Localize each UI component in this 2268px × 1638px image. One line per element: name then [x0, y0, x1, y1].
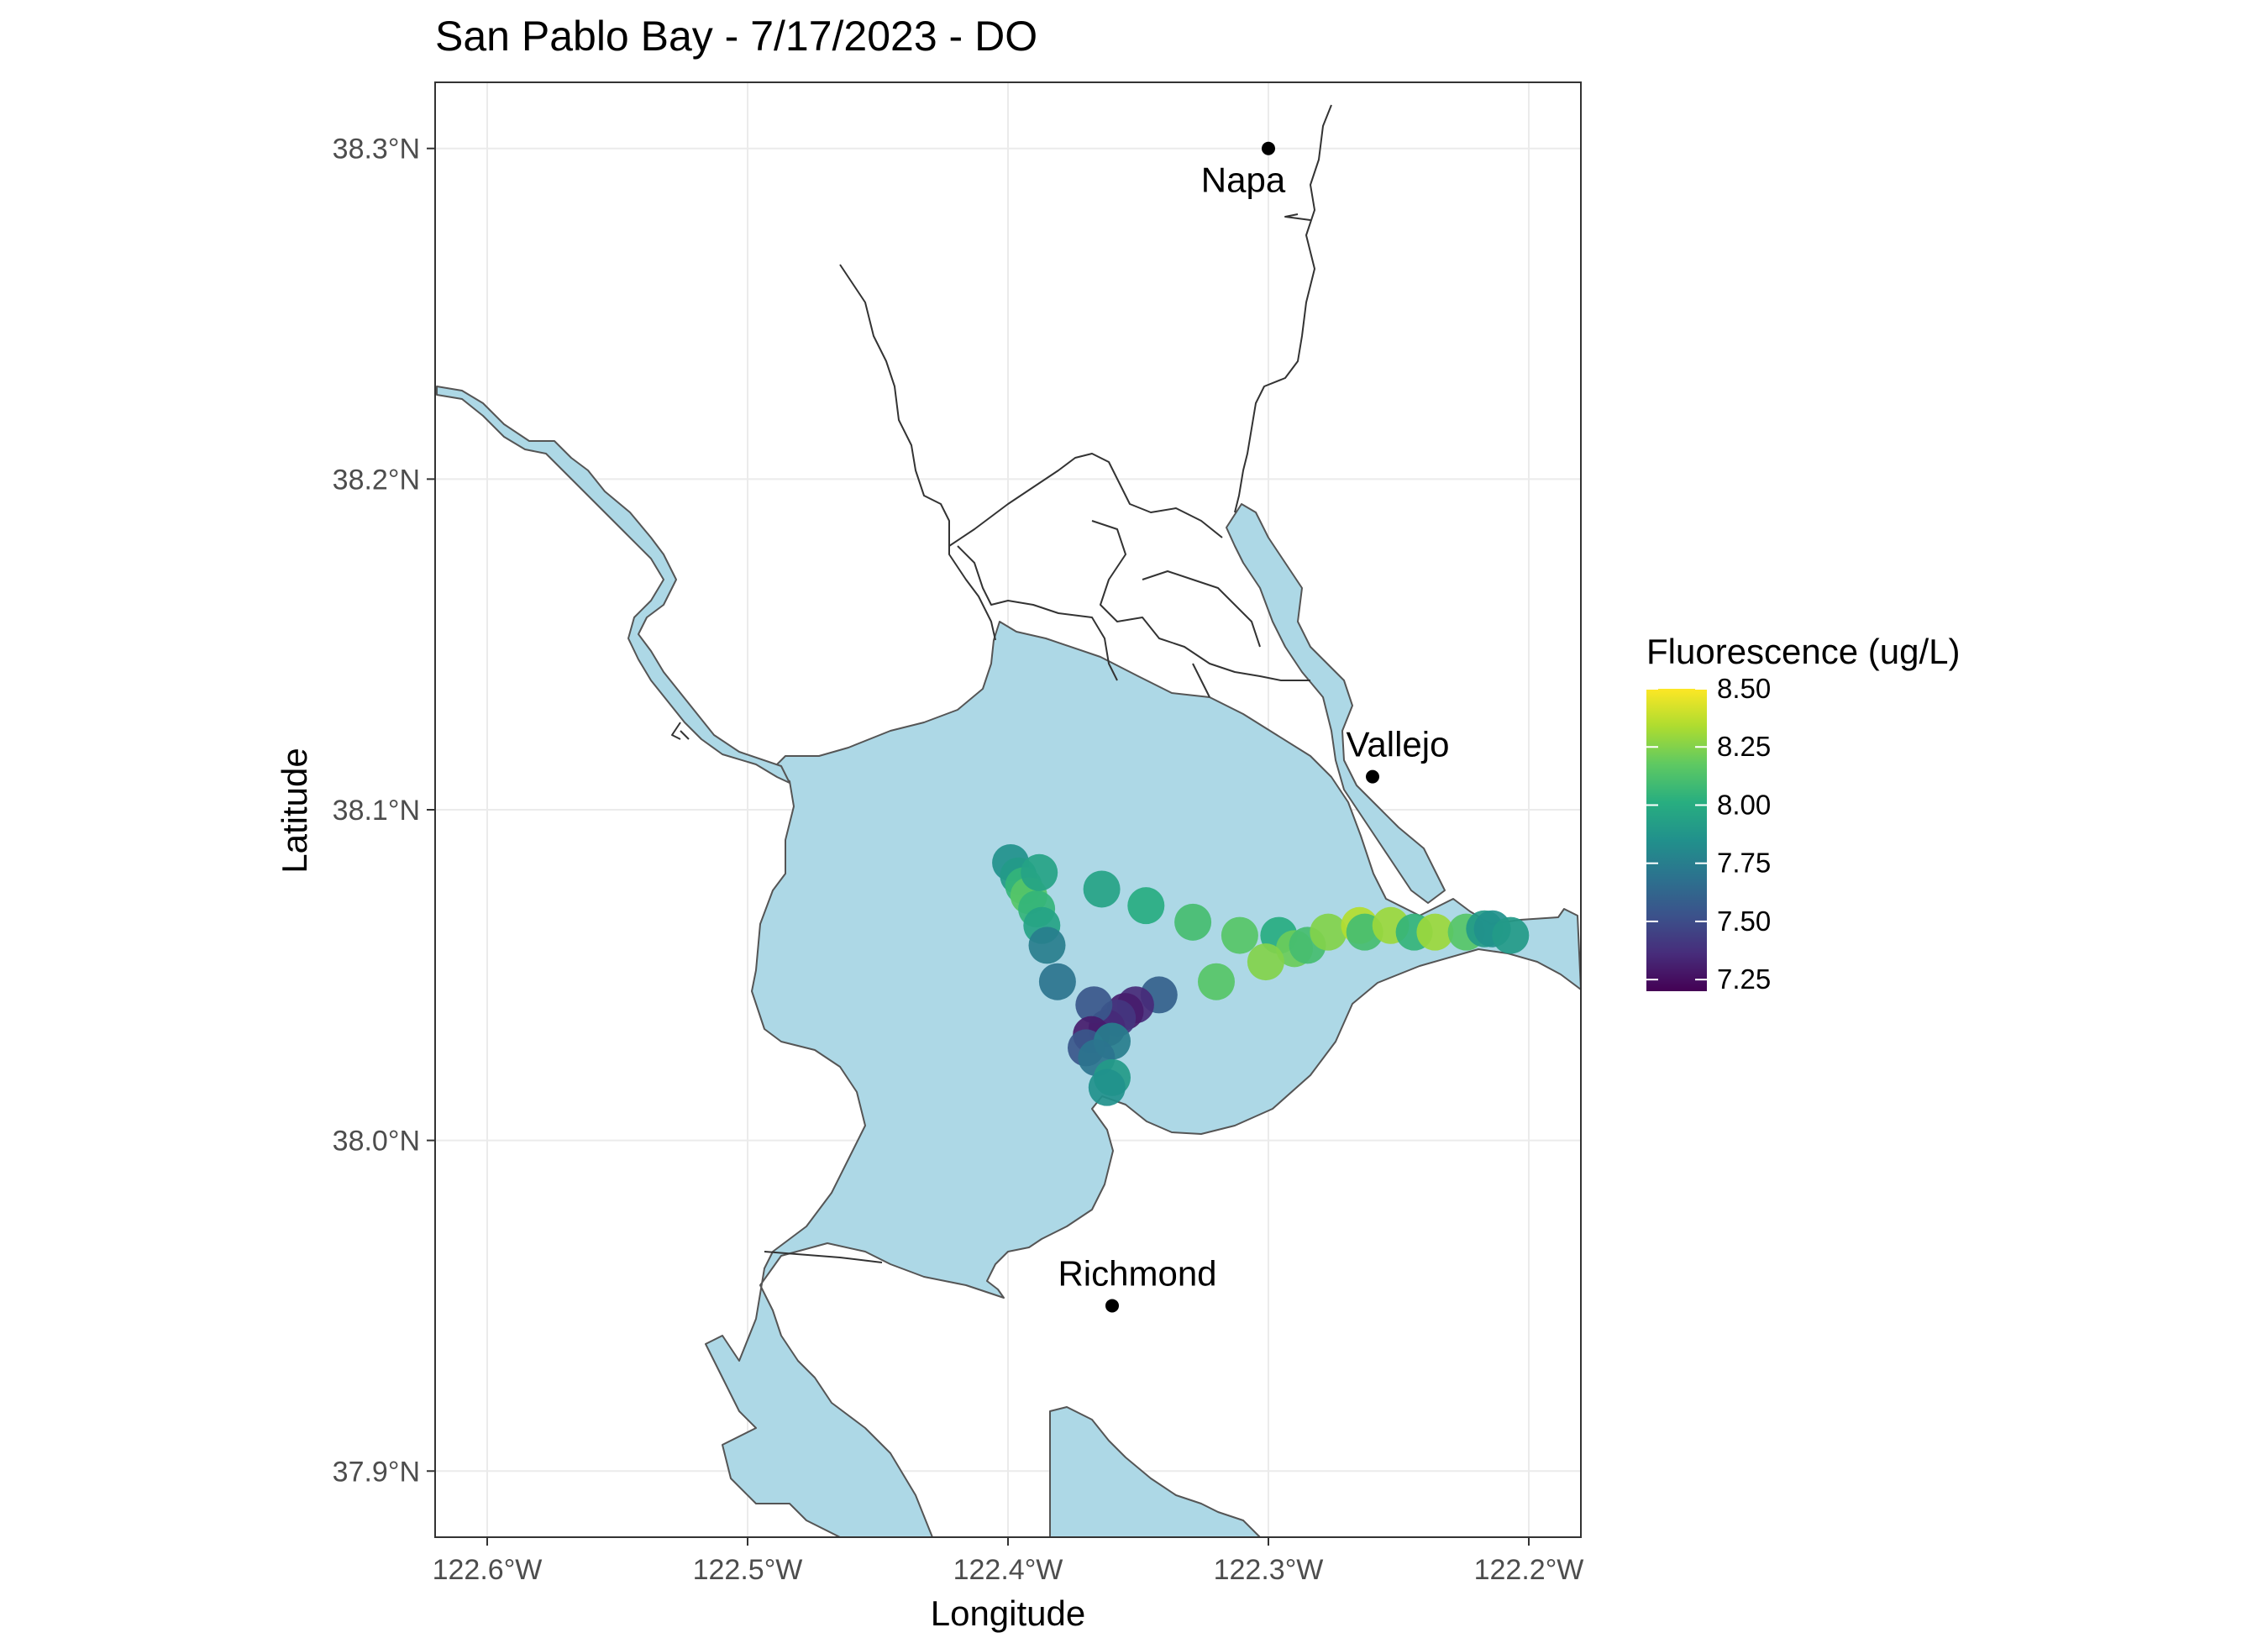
city-label: Napa — [1201, 160, 1286, 200]
y-tick-label: 38.2°N — [333, 464, 420, 496]
data-point — [1416, 913, 1454, 951]
y-tick-label: 38.1°N — [333, 795, 420, 827]
city-dot — [1366, 769, 1379, 784]
x-tick-label: 122.4°W — [953, 1554, 1063, 1586]
data-point — [1021, 853, 1058, 891]
y-axis: 37.9°N 38.0°N 38.1°N 38.2°N 38.3°N — [333, 134, 435, 1488]
data-point — [1492, 916, 1530, 954]
city-markers: Napa Vallejo Richmond — [1058, 141, 1450, 1313]
legend-tick-label: 7.50 — [1717, 906, 1771, 937]
chart-title: San Pablo Bay - 7/17/2023 - DO — [435, 13, 1037, 60]
x-tick-label: 122.6°W — [433, 1554, 543, 1586]
lower-bay-water — [1049, 1406, 1261, 1537]
marsh-channel-lines — [671, 104, 1332, 1263]
city-label: Richmond — [1058, 1253, 1216, 1293]
x-axis: 122.6°W 122.5°W 122.4°W 122.3°W 122.2°W — [433, 1537, 1584, 1586]
legend-tick-label: 7.75 — [1717, 848, 1771, 879]
data-point — [1127, 887, 1165, 925]
data-point — [1075, 986, 1113, 1024]
data-point — [1221, 916, 1258, 954]
legend-tick-label: 7.25 — [1717, 963, 1771, 995]
city-dot — [1262, 141, 1275, 155]
napa-river-water — [1226, 503, 1446, 904]
data-point — [1247, 943, 1284, 981]
data-point — [1028, 927, 1066, 964]
map-layer — [436, 104, 1581, 1537]
y-tick-label: 38.0°N — [333, 1126, 420, 1158]
data-point — [1198, 963, 1235, 1000]
x-axis-label: Longitude — [931, 1593, 1086, 1633]
data-points — [992, 843, 1530, 1106]
city-label: Vallejo — [1347, 725, 1450, 764]
legend-tick-label: 8.50 — [1717, 673, 1771, 704]
legend-tick-label: 8.25 — [1717, 731, 1771, 762]
data-point — [1038, 963, 1076, 1000]
y-tick-label: 37.9°N — [333, 1456, 420, 1488]
legend-tick-label: 8.00 — [1717, 789, 1771, 820]
legend-colorbar — [1646, 689, 1707, 991]
petaluma-river-water — [436, 386, 790, 784]
color-legend: Fluorescence (ug/L) 8.50 8.25 8.00 7.75 7.50… — [1646, 632, 1961, 995]
legend-ticks: 8.50 8.25 8.00 7.75 7.50 7.25 — [1646, 673, 1771, 995]
city-dot — [1105, 1299, 1119, 1313]
x-tick-label: 122.2°W — [1474, 1554, 1584, 1586]
data-point — [1083, 870, 1121, 908]
y-axis-label: Latitude — [275, 748, 314, 873]
data-point — [1174, 903, 1212, 941]
x-tick-label: 122.3°W — [1214, 1554, 1324, 1586]
y-tick-label: 38.3°N — [333, 134, 420, 165]
data-point — [1310, 913, 1347, 951]
data-point — [1088, 1068, 1126, 1106]
x-tick-label: 122.5°W — [693, 1554, 803, 1586]
legend-title: Fluorescence (ug/L) — [1646, 632, 1961, 671]
